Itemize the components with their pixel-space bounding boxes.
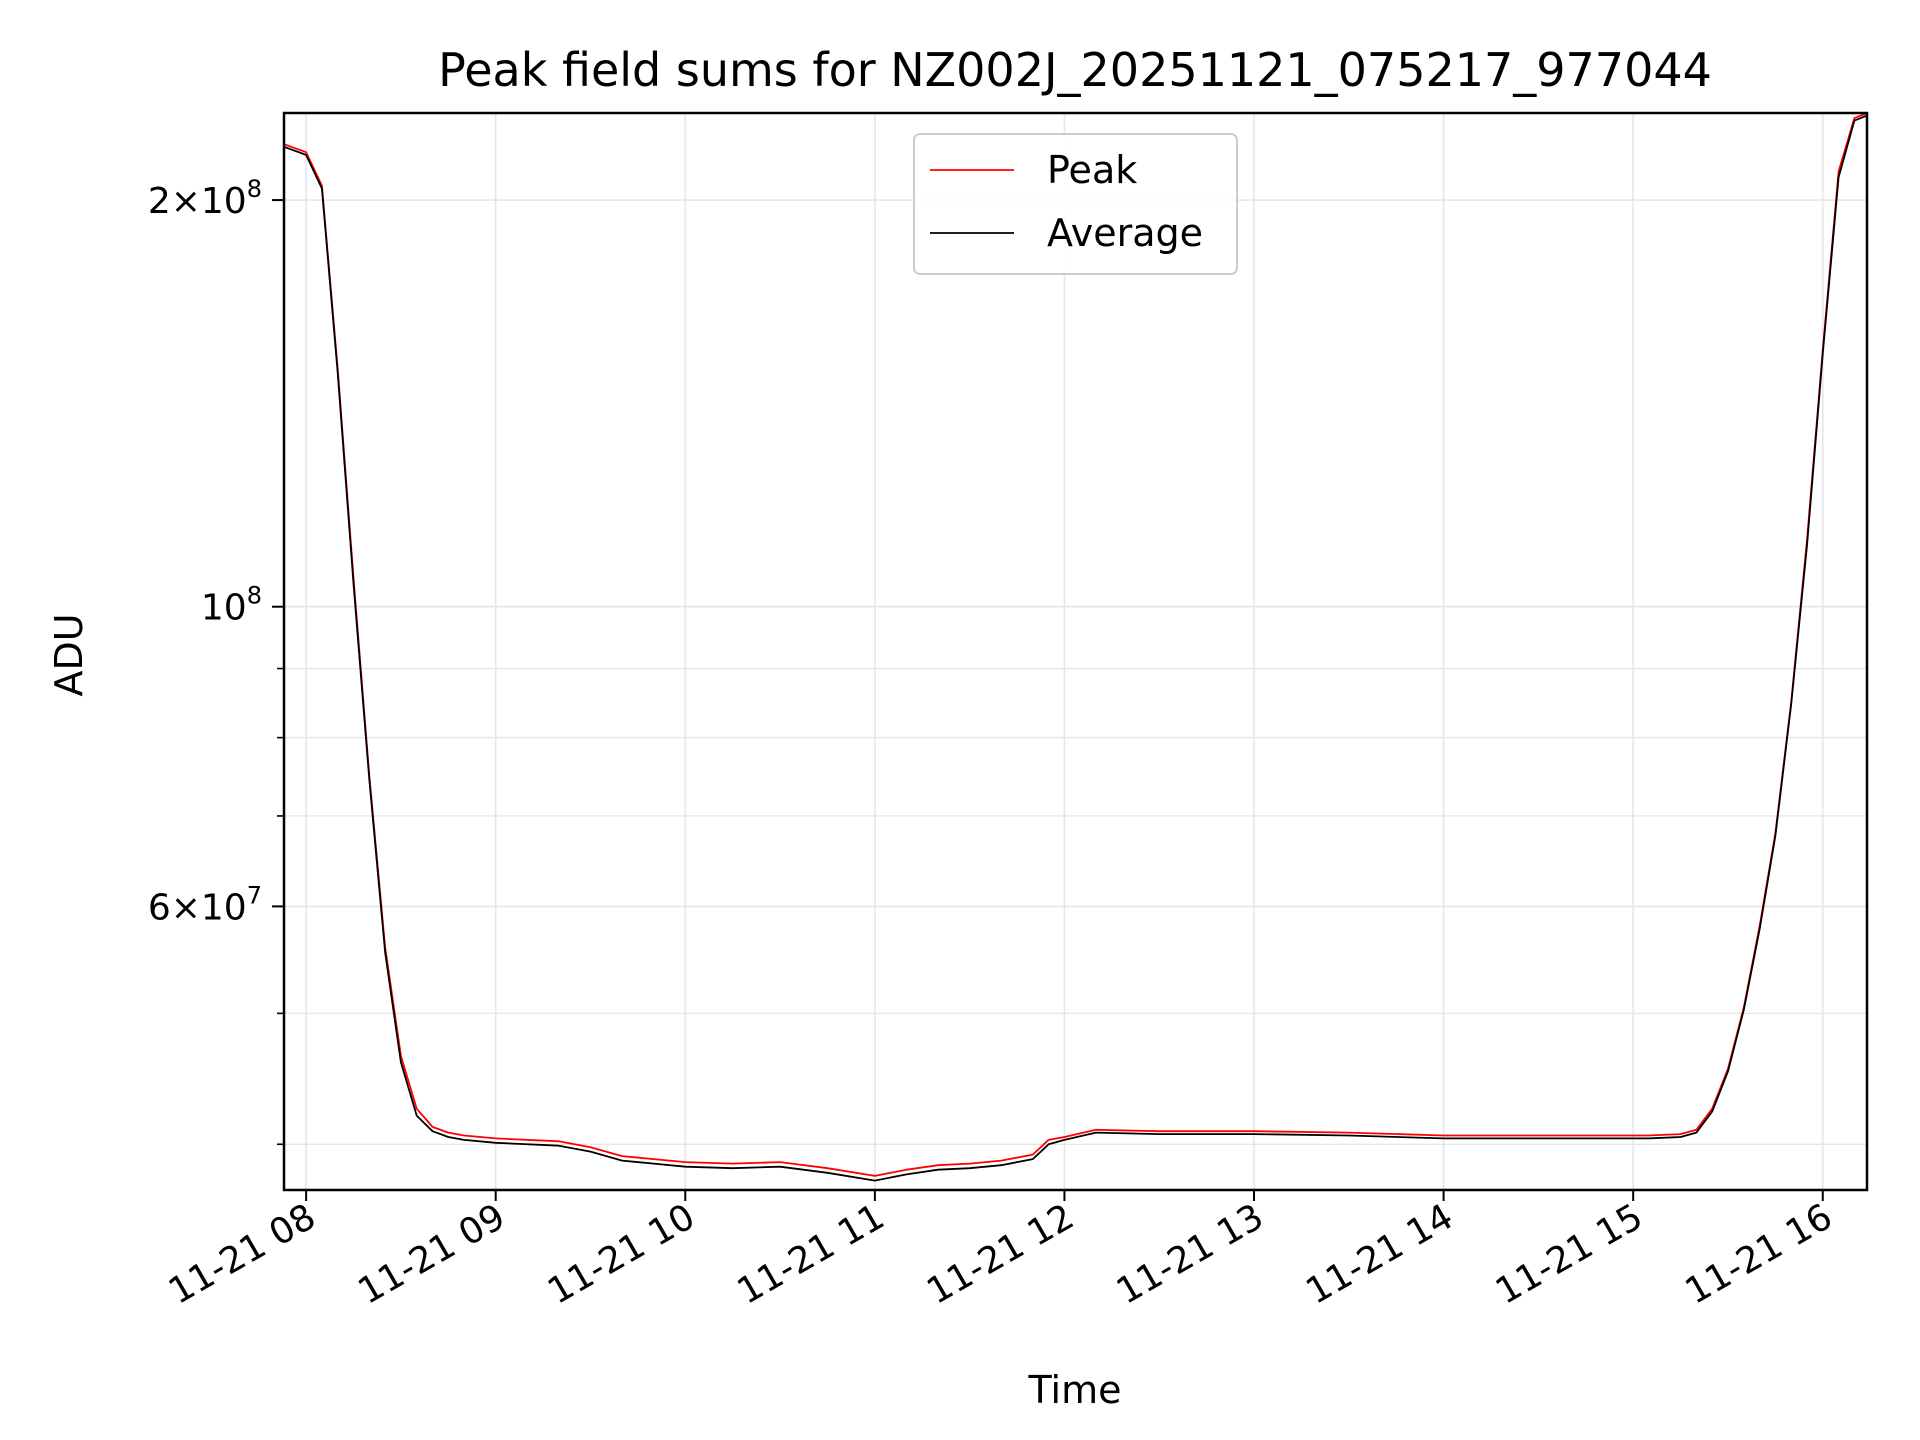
legend: Peak Average — [913, 133, 1238, 275]
y-axis: 2×108 108 6×107 — [148, 175, 284, 1146]
legend-label-peak: Peak — [1047, 148, 1137, 192]
chart-title: Peak field sums for NZ002J_20251121_0752… — [438, 43, 1712, 97]
series-line-average — [283, 114, 1868, 1182]
legend-label-average: Average — [1047, 211, 1203, 255]
x-axis-label: Time — [1028, 1368, 1122, 1412]
y-tick-label: 2×108 — [148, 175, 262, 222]
plot-frame — [282, 111, 1869, 1192]
y-axis-label: ADU — [47, 613, 91, 696]
series-layer — [283, 112, 1868, 1182]
y-tick-label: 108 — [201, 582, 262, 629]
legend-frame — [913, 133, 1238, 275]
y-tick-label: 6×107 — [148, 881, 262, 928]
